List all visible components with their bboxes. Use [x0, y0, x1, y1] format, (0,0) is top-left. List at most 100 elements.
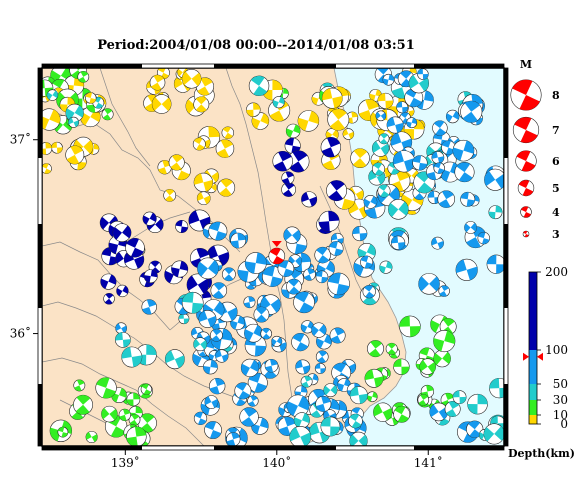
event-beachball — [163, 188, 177, 202]
event-beachball — [432, 120, 448, 136]
event-beachball — [264, 358, 279, 373]
event-beachball — [342, 128, 355, 140]
event-beachball — [286, 278, 302, 295]
event-beachball — [77, 70, 90, 83]
event-beachball — [418, 273, 440, 295]
event-beachball — [392, 150, 416, 173]
event-beachball — [248, 75, 270, 97]
lon-tick-label: 140˚ — [262, 455, 291, 470]
event-beachball — [412, 155, 428, 171]
event-beachball — [396, 101, 409, 114]
event-beachball — [157, 160, 172, 175]
event-beachball — [125, 237, 145, 258]
event-beachball — [454, 162, 475, 183]
event-beachball — [281, 182, 296, 197]
event-beachball — [327, 272, 350, 296]
event-beachball — [287, 150, 310, 173]
depth-scale-title: Depth(km) — [508, 447, 575, 460]
longitude-ticks: 139˚ 140˚ 141˚ — [111, 450, 443, 470]
event-beachball — [272, 150, 293, 172]
event-beachball — [73, 394, 94, 415]
lat-tick-label: 36˚ — [10, 326, 31, 341]
event-beachball — [452, 390, 467, 405]
event-beachball — [42, 163, 52, 174]
event-beachball — [364, 368, 384, 388]
depth-band — [529, 350, 537, 384]
event-beachball — [239, 407, 259, 427]
event-beachball — [85, 430, 98, 444]
event-beachball — [323, 383, 338, 398]
event-beachball — [293, 291, 315, 314]
magnitude-legend-label: 5 — [552, 182, 560, 195]
event-beachball — [350, 148, 370, 168]
event-beachball — [297, 110, 320, 132]
event-beachball — [65, 103, 84, 123]
depth-band — [529, 384, 537, 400]
event-beachball — [429, 402, 449, 422]
event-beachball — [437, 190, 456, 208]
event-beachball — [367, 340, 384, 358]
event-beachball — [101, 405, 118, 423]
event-beachball — [204, 421, 222, 439]
event-beachball — [221, 126, 235, 139]
event-beachball — [464, 221, 478, 234]
event-beachball — [293, 412, 310, 429]
event-beachball — [103, 293, 115, 305]
event-beachball — [390, 235, 406, 250]
magnitude-legend-label: 6 — [552, 155, 560, 168]
event-beachball — [316, 259, 335, 278]
event-beachball — [115, 331, 131, 348]
event-beachball — [388, 199, 409, 220]
event-beachball — [193, 96, 210, 113]
magnitude-legend-ball — [517, 179, 535, 197]
event-beachball — [192, 137, 206, 151]
event-beachball — [371, 162, 386, 176]
magnitude-legend: M 8 7 6 5 4 3 — [510, 58, 560, 241]
event-beachball — [198, 310, 217, 328]
event-beachball — [431, 151, 445, 164]
event-beachball — [285, 123, 301, 139]
event-beachball — [489, 377, 504, 399]
magnitude-legend-title: M — [520, 58, 532, 71]
event-beachball — [366, 391, 378, 403]
main-event-beachball — [268, 247, 286, 265]
magnitude-legend-ball — [510, 79, 542, 111]
event-beachball — [203, 359, 218, 375]
event-beachball — [230, 232, 247, 249]
event-beachball — [126, 426, 147, 446]
event-beachball — [452, 139, 475, 162]
event-beachball — [181, 291, 204, 314]
lat-tick-label: 37˚ — [10, 132, 31, 147]
event-beachball — [85, 92, 97, 104]
event-beachball — [262, 265, 284, 287]
event-beachball — [116, 284, 129, 298]
event-beachball — [95, 377, 117, 399]
event-beachball — [289, 426, 312, 446]
event-beachball — [101, 108, 114, 121]
event-beachball — [243, 296, 256, 309]
event-beachball — [460, 191, 476, 207]
event-beachball — [326, 180, 348, 202]
event-beachball — [126, 392, 141, 407]
event-beachball — [328, 241, 344, 256]
event-beachball — [247, 395, 259, 407]
event-beachball — [318, 210, 340, 232]
map-frame — [37, 63, 509, 451]
event-beachball — [260, 327, 272, 340]
depth-tick-label: 200 — [545, 265, 568, 279]
magnitude-legend-ball — [515, 150, 537, 172]
event-beachball — [303, 268, 316, 281]
event-beachball — [460, 100, 483, 123]
event-beachball — [311, 322, 327, 338]
event-beachball — [118, 408, 131, 422]
event-beachball — [73, 379, 86, 392]
event-beachball — [68, 116, 80, 128]
event-beachball — [484, 168, 504, 191]
event-beachball — [240, 358, 260, 377]
event-beachball — [251, 112, 270, 130]
event-beachball — [327, 108, 350, 131]
event-beachball — [373, 402, 393, 422]
event-beachball — [128, 413, 141, 426]
event-beachball — [221, 267, 236, 282]
event-beachball — [281, 171, 295, 185]
